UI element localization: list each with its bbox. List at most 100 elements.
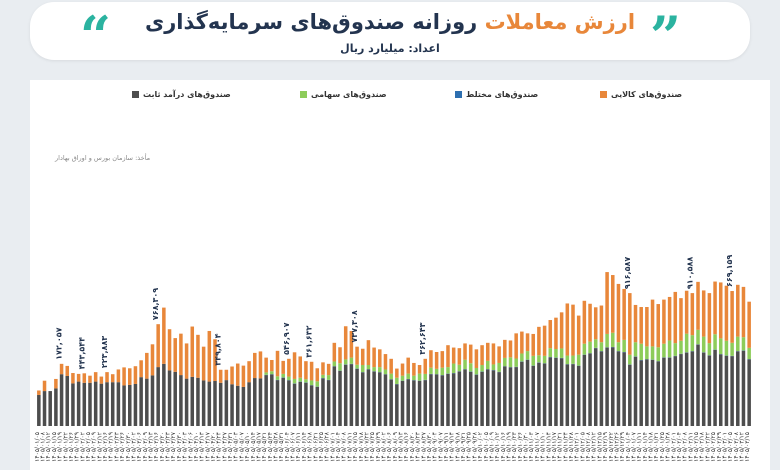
x-tick-label: ۱۴۰۵/۱۰/۰۵ [483,432,490,462]
bar-segment [514,358,518,367]
bar-segment [366,365,371,370]
bar-segment [656,304,660,348]
bar-segment [122,385,126,426]
x-tick-label: ۱۴۰۵/۰۱/۲۶ [68,432,75,462]
bar-segment [520,331,524,354]
bar-segment [417,373,422,381]
bar-segment [611,332,615,347]
bar-segment [446,345,450,368]
bar-segment [690,335,695,352]
x-tick-label: ۱۴۰۵/۰۷/۰۴ [335,432,342,462]
bar-segment [565,303,570,356]
data-label: ۱۷۲,۰۵۷ [55,327,64,359]
bar-segment [463,369,467,426]
bar-segment [480,371,484,426]
x-tick-label: ۱۴۰۵/۱۰/۱۶ [500,432,507,462]
x-tick-label: ۱۴۰۵/۰۸/۳۰ [426,432,433,462]
bar-segment [281,373,285,378]
legend-item-commodity: صندوق‌های کالایی [600,90,682,99]
bar-segment [639,307,643,344]
chart-title: ارزش معاملات روزانه صندوق‌های سرمایه‌گذا… [30,10,750,34]
x-tick-label: ۱۴۰۵/۰۱/۱۵ [51,432,58,462]
bar-segment [37,390,41,395]
bar-segment [116,382,121,426]
bar-segment [440,351,445,368]
bar-segment [247,382,251,426]
bar-segment [315,386,320,426]
x-tick-label: ۱۴۰۵/۰۵/۱۷ [255,431,262,462]
x-tick-label: ۱۴۰۵/۰۷/۲۵ [369,432,376,462]
x-tick-label: ۱۴۰۵/۱۲/۱۹ [602,432,609,462]
bar-segment [679,340,683,354]
bar-segment [548,348,553,358]
x-tick-label: ۱۴۰۵/۰۳/۰۵ [727,432,734,462]
x-tick-label: ۱۴۰۵/۰۳/۱۲ [738,432,745,462]
bar-segment [684,290,689,334]
bar-segment [105,382,109,426]
bar-segment [440,367,445,376]
bar-segment [338,347,342,364]
bar-segment [167,329,172,371]
bar-segment [270,359,274,372]
bar-segment [474,349,479,368]
bar-segment [275,376,280,380]
x-tick-label: ۱۴۰۵/۰۲/۰۴ [676,432,683,462]
quote-mark-icon: ” [650,4,682,68]
x-tick-label: ۱۴۰۵/۰۲/۱۹ [108,432,115,462]
x-tick-label: ۱۴۰۵/۰۵/۰۷ [238,431,245,462]
bar-segment [599,351,604,426]
bar-segment [429,374,433,426]
x-tick-label: ۱۴۰۵/۰۵/۲۴ [267,432,274,462]
bar-segment [542,355,547,364]
bar-segment [309,361,314,381]
bar-segment [275,350,280,377]
bar-segment [656,347,660,362]
data-label: ۲۲۳,۸۸۳ [100,336,109,368]
bar-segment [565,364,570,426]
bar-segment [434,374,439,426]
bar-segment [605,333,609,348]
bar-segment [588,303,592,342]
x-tick-label: ۱۴۰۵/۱۰/۰۲ [477,432,484,462]
x-tick-label: ۱۴۰۵/۱۲/۲۲ [608,432,615,462]
bar-segment [707,343,712,356]
bar-segment [724,355,729,426]
bar-segment [429,367,433,374]
bar-segment [412,362,416,376]
bar-segment [503,339,507,358]
bar-segment [616,351,621,426]
bar-segment [309,385,314,426]
bar-segment [309,380,314,386]
bar-segment [315,368,320,382]
bar-segment [531,333,535,356]
x-tick-label: ۱۴۰۵/۰۱/۰۸ [40,431,47,462]
bar-segment [440,375,445,426]
bar-segment [417,365,422,374]
bar-segment [446,373,450,426]
bar-segment [110,382,115,426]
bar-segment [298,381,302,426]
bar-segment [747,301,751,348]
x-tick-label: ۱۴۰۵/۰۶/۰۷ [290,431,297,462]
bar-segment [82,373,87,383]
x-tick-label: ۱۴۰۵/۰۶/۰۴ [284,432,291,462]
bar-segment [525,333,530,352]
x-tick-label: ۱۴۰۵/۰۱/۲۸ [665,431,672,462]
bar-segment [446,367,450,374]
x-tick-label: ۱۴۰۵/۰۹/۰۴ [432,432,439,462]
bar-segment [593,348,598,426]
x-tick-label: ۱۴۰۵/۰۵/۳۱ [278,432,285,462]
bar-segment [332,342,337,362]
bar-segment [298,377,302,382]
bar-segment [701,336,706,353]
bar-segment [65,375,70,426]
bar-segment [156,367,160,426]
x-tick-label: ۱۴۰۵/۰۳/۲۷ [170,431,177,462]
bar-segment [616,342,621,352]
x-tick-label: ۱۴۰۵/۰۸/۰۹ [392,432,399,462]
bar-segment [736,336,740,352]
bar-segment [332,366,337,426]
x-tick-label: ۱۴۰۵/۰۱/۰۷ [631,431,638,462]
bar-segment [355,364,359,369]
